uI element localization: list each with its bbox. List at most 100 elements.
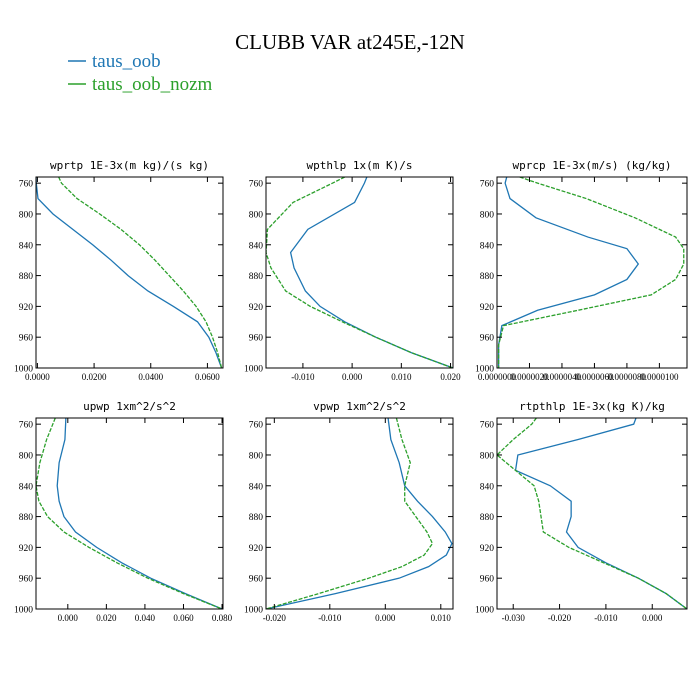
chart-panel-2: wpthlp 1x(m K)/s 760 800 840 880 920 960 1000 -0…	[244, 159, 461, 382]
x-tick-label: 0.000	[375, 613, 396, 623]
x-tick-label: 0.010	[391, 372, 412, 382]
y-tick-label: 960	[249, 334, 264, 344]
chart-panel-4: upwp 1xm^2/s^2 760 800 840 880 920 960 1000 0.00…	[14, 400, 233, 623]
panel-title: wpthlp 1x(m K)/s	[307, 159, 413, 172]
plot-frame	[496, 176, 688, 369]
y-tick-label: 760	[249, 421, 264, 431]
x-tick-label: 0.0000100	[640, 372, 679, 382]
y-tick-label: 840	[480, 241, 495, 251]
series-line-taus-oob-nozm	[497, 177, 685, 368]
y-tick-label: 880	[249, 513, 264, 523]
plot-frame	[35, 176, 224, 369]
x-tick-label: 0.000	[642, 613, 663, 623]
series-line-taus-oob-nozm	[36, 418, 223, 609]
x-tick-label: 0.0000080	[608, 372, 647, 382]
y-tick-label: 960	[249, 575, 264, 585]
x-tick-label: -0.010	[318, 613, 342, 623]
legend-label-taus-oob: taus_oob	[92, 51, 161, 72]
chart-panel-5: vpwp 1xm^2/s^27608008408809209601000-0.0…	[244, 400, 454, 623]
y-tick-label: 760	[480, 421, 495, 431]
y-tick-label: 800	[249, 210, 264, 220]
y-tick-label: 920	[480, 303, 495, 313]
figure-title: CLUBB VAR at245E,-12N	[235, 30, 465, 54]
y-tick-label: 840	[249, 482, 264, 492]
legend: taus_oob taus_oob_nozm	[68, 51, 213, 95]
series-line-taus-oob	[497, 177, 640, 368]
y-tick-label: 880	[249, 272, 264, 282]
chart-panel-3: wprcp 1E-3x(m/s) (kg/kg) 760 800 840 880 920 9…	[475, 159, 688, 382]
y-tick-label: 1000	[14, 606, 33, 616]
y-tick-label: 800	[480, 451, 495, 461]
y-tick-label: 800	[249, 451, 264, 461]
y-tick-label: 960	[480, 575, 495, 585]
x-tick-label: 0.0200	[82, 372, 107, 382]
x-tick-label: 0.060	[173, 613, 194, 623]
y-tick-label: 760	[19, 180, 34, 190]
chart-panel-6: rtpthlp 1E-3x(kg K)/kg 760 800 840 880 920 960…	[475, 400, 688, 623]
chart-panels: wprtp 1E-3x(m kg)/(s kg) 760 800 840 880 920 9…	[14, 159, 688, 623]
x-tick-label: 0.0000060	[575, 372, 614, 382]
y-tick-label: 800	[19, 451, 34, 461]
plot-frame	[35, 417, 224, 610]
y-tick-label: 1000	[14, 365, 33, 375]
y-tick-label: 920	[480, 544, 495, 554]
x-tick-label: 0.000	[58, 613, 79, 623]
x-tick-label: 0.0600	[195, 372, 220, 382]
y-tick-label: 800	[19, 210, 34, 220]
series-line-taus-oob-nozm	[58, 177, 223, 368]
y-tick-label: 880	[19, 272, 34, 282]
series-line-taus-oob-nozm	[266, 418, 434, 609]
y-tick-label: 840	[19, 482, 34, 492]
x-tick-label: 0.010	[431, 613, 452, 623]
x-tick-label: 0.020	[96, 613, 117, 623]
series-line-taus-oob	[514, 418, 687, 609]
series-line-taus-oob	[36, 177, 223, 368]
x-tick-label: 0.000	[342, 372, 363, 382]
y-tick-label: 920	[249, 303, 264, 313]
y-tick-label: 880	[480, 272, 495, 282]
x-tick-label: 0.0000000	[478, 372, 517, 382]
plot-frame	[496, 417, 688, 610]
y-tick-label: 840	[480, 482, 495, 492]
y-tick-label: 1000	[475, 606, 494, 616]
x-tick-label: 0.080	[212, 613, 233, 623]
panel-title: wprtp 1E-3x(m kg)/(s kg)	[50, 159, 209, 172]
x-tick-label: 0.0000	[25, 372, 50, 382]
series-line-taus-oob	[56, 418, 223, 609]
y-tick-label: 960	[480, 334, 495, 344]
plot-frame	[265, 176, 454, 369]
y-tick-label: 960	[19, 334, 34, 344]
x-tick-label: 0.0000040	[543, 372, 582, 382]
y-tick-label: 840	[19, 241, 34, 251]
y-tick-label: 760	[249, 180, 264, 190]
y-tick-label: 760	[19, 421, 34, 431]
y-tick-label: 760	[480, 180, 495, 190]
y-tick-label: 920	[19, 303, 34, 313]
x-tick-label: -0.030	[502, 613, 526, 623]
y-tick-label: 1000	[244, 365, 263, 375]
panel-title: wprcp 1E-3x(m/s) (kg/kg)	[513, 159, 672, 172]
series-line-taus-oob-nozm	[266, 177, 453, 368]
y-tick-label: 880	[19, 513, 34, 523]
plot-frame	[265, 417, 454, 610]
panel-title: rtpthlp 1E-3x(kg K)/kg	[519, 400, 665, 413]
y-tick-label: 800	[480, 210, 495, 220]
x-tick-label: 0.0000020	[510, 372, 549, 382]
legend-label-taus-oob-nozm: taus_oob_nozm	[92, 74, 213, 95]
series-line-taus-oob	[289, 177, 453, 368]
x-tick-label: -0.010	[291, 372, 315, 382]
y-tick-label: 920	[19, 544, 34, 554]
x-tick-label: 0.040	[135, 613, 156, 623]
x-tick-label: -0.020	[548, 613, 572, 623]
y-tick-label: 960	[19, 575, 34, 585]
y-tick-label: 920	[249, 544, 264, 554]
x-tick-label: -0.020	[263, 613, 287, 623]
panel-title: upwp 1xm^2/s^2	[83, 400, 176, 413]
y-tick-label: 880	[480, 513, 495, 523]
x-tick-label: 0.020	[440, 372, 461, 382]
chart-panel-1: wprtp 1E-3x(m kg)/(s kg) 760 800 840 880 920 9…	[14, 159, 224, 382]
series-line-taus-oob-nozm	[497, 418, 687, 609]
x-tick-label: -0.010	[594, 613, 618, 623]
panel-title: vpwp 1xm^2/s^2	[313, 400, 406, 413]
